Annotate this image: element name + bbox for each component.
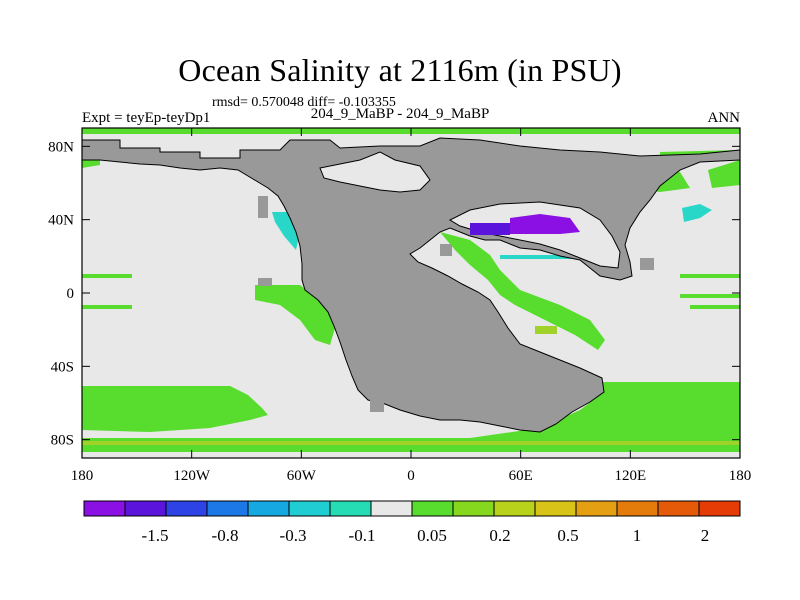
- x-tick-label: 0: [407, 468, 415, 484]
- equatorial-streak: [680, 294, 740, 298]
- colorbar-label: 0.5: [557, 526, 578, 545]
- island: [640, 258, 654, 270]
- colorbar-label: -0.3: [280, 526, 307, 545]
- colorbar-swatch: [329, 500, 372, 517]
- map-panel: [82, 128, 740, 458]
- tethys-purple-anomaly-west-top: [470, 223, 510, 235]
- x-tick-label: 180: [729, 468, 752, 484]
- colorbar-swatch: [124, 500, 167, 517]
- x-tick-label: 180: [71, 468, 94, 484]
- colorbar-swatch: [411, 500, 454, 517]
- colorbar-swatch: [247, 500, 290, 517]
- colorbar-swatch: [493, 500, 536, 517]
- north-interior-sea: [319, 151, 431, 193]
- tethys-purple-anomaly-east-top: [510, 214, 580, 234]
- east-asia-anomaly-small: [708, 160, 740, 188]
- equatorial-streak: [82, 274, 132, 278]
- island: [258, 196, 268, 218]
- y-tick-label: 80N: [48, 139, 74, 155]
- x-tick-label: 120E: [614, 468, 646, 484]
- season-label: ANN: [707, 110, 741, 126]
- y-tick-label: 40N: [48, 213, 74, 229]
- tethys-mid-patch: [535, 326, 557, 334]
- y-tick-label: 0: [67, 286, 75, 302]
- colorbar-swatch: [452, 500, 495, 517]
- colorbar-swatch: [206, 500, 249, 517]
- colorbar-swatch: [288, 500, 331, 517]
- colorbar-label: 0.05: [417, 526, 447, 545]
- plot-title: Ocean Salinity at 2116m (in PSU): [178, 52, 622, 88]
- colorbar-swatch: [698, 500, 741, 517]
- equatorial-streak: [680, 274, 740, 278]
- x-tick-label: 60E: [509, 468, 533, 484]
- y-axis: 80N 40N 0 40S 80S: [48, 139, 740, 449]
- equatorial-streak: [82, 305, 132, 309]
- colorbar-swatch: [165, 500, 208, 517]
- stats-label: rmsd= 0.570048 diff= -0.103355: [212, 95, 396, 110]
- tethys-cyan-strip: [500, 255, 580, 259]
- tethys-positive-anomaly: [440, 232, 605, 350]
- y-tick-label: 80S: [51, 433, 74, 449]
- colorbar-label: 2: [701, 526, 710, 545]
- north-pacific-negative-anomaly: [682, 204, 712, 222]
- antarctic-mid-band: [82, 441, 740, 445]
- experiment-label: Expt = teyEp-teyDp1: [82, 110, 211, 126]
- colorbar-swatch: [616, 500, 659, 517]
- x-axis: 180 120W 60W 0 60E 120E 180: [71, 128, 752, 484]
- period-label: 204_9_MaBP - 204_9_MaBP: [310, 106, 490, 122]
- colorbar-label: -0.1: [349, 526, 376, 545]
- x-tick-label: 60W: [287, 468, 317, 484]
- indian-ocean-south-anomaly: [470, 382, 740, 438]
- colorbar-swatch: [83, 500, 126, 517]
- southern-ocean-positive-anomaly: [82, 386, 268, 432]
- island: [370, 400, 384, 412]
- colorbar-label: 1: [633, 526, 642, 545]
- colorbar-swatch: [657, 500, 700, 517]
- colorbar-label: 0.2: [489, 526, 510, 545]
- colorbar-swatch: [534, 500, 577, 517]
- colorbar-label: -1.5: [142, 526, 169, 545]
- colorbar-swatch: [370, 500, 413, 517]
- colorbar-label: -0.8: [212, 526, 239, 545]
- island: [440, 244, 452, 256]
- island: [258, 278, 272, 286]
- colorbar-swatch: [575, 500, 618, 517]
- y-tick-label: 40S: [51, 359, 74, 375]
- x-tick-label: 120W: [173, 468, 211, 484]
- colorbar: -1.5 -0.8 -0.3 -0.1 0.05 0.2 0.5 1 2: [83, 500, 741, 545]
- equatorial-streak: [690, 305, 740, 309]
